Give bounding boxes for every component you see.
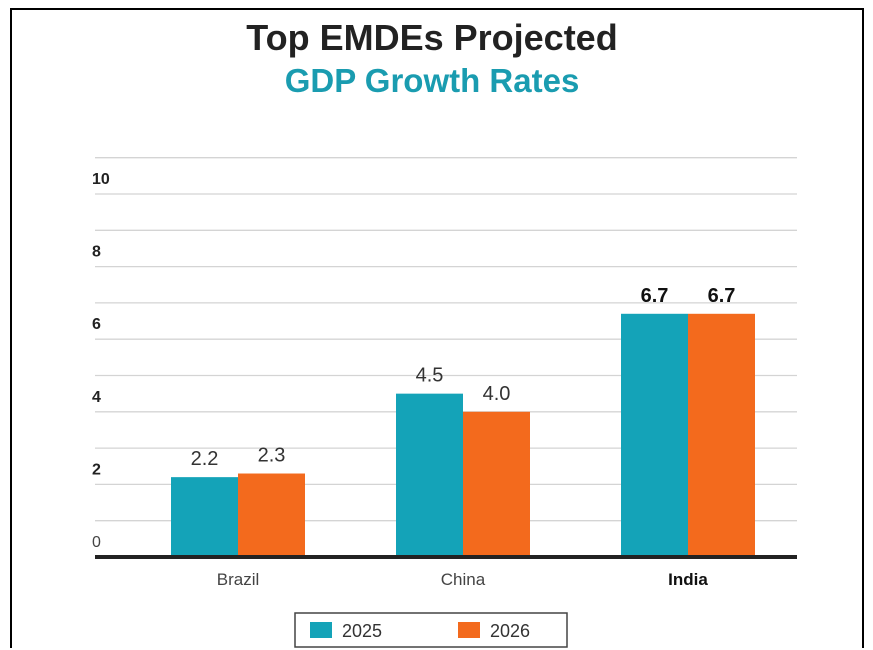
legend-swatch	[458, 622, 480, 638]
y-tick-label: 10	[92, 171, 110, 188]
value-label: 2.2	[191, 448, 219, 470]
legend-label: 2026	[490, 621, 530, 641]
x-tick-label: China	[441, 570, 486, 589]
value-label: 6.7	[641, 285, 669, 307]
y-tick-label: 6	[92, 316, 101, 333]
value-label: 6.7	[708, 285, 736, 307]
y-tick-label: 0	[92, 534, 101, 551]
y-tick-label: 2	[92, 461, 101, 478]
bar-india-2025	[621, 313, 688, 557]
bar-brazil-2025	[171, 477, 238, 557]
bar-china-2026	[463, 411, 530, 557]
y-tick-label: 8	[92, 244, 101, 261]
bar-brazil-2026	[238, 473, 305, 557]
x-tick-label: Brazil	[217, 570, 260, 589]
bar-china-2025	[396, 393, 463, 557]
bar-india-2026	[688, 313, 755, 557]
x-tick-label: India	[668, 570, 708, 589]
value-label: 4.5	[416, 365, 444, 387]
chart-subtitle: GDP Growth Rates	[285, 62, 580, 99]
y-axis-ticks: 0 2 4 6 8 10	[92, 171, 110, 551]
legend-box	[294, 612, 568, 648]
chart-title: Top EMDEs Projected	[246, 17, 617, 58]
bars	[171, 313, 755, 557]
value-label: 2.3	[258, 445, 286, 467]
chart-frame	[10, 8, 864, 648]
value-labels: 2.2 2.3 4.5 4.0 6.7 6.7	[191, 285, 736, 470]
value-label: 4.0	[483, 383, 511, 405]
legend-label: 2025	[342, 621, 382, 641]
legend-swatch	[310, 622, 332, 638]
x-axis-labels: Brazil China India	[217, 570, 709, 589]
y-tick-label: 4	[92, 389, 101, 406]
legend: 2025 2026	[294, 612, 568, 648]
